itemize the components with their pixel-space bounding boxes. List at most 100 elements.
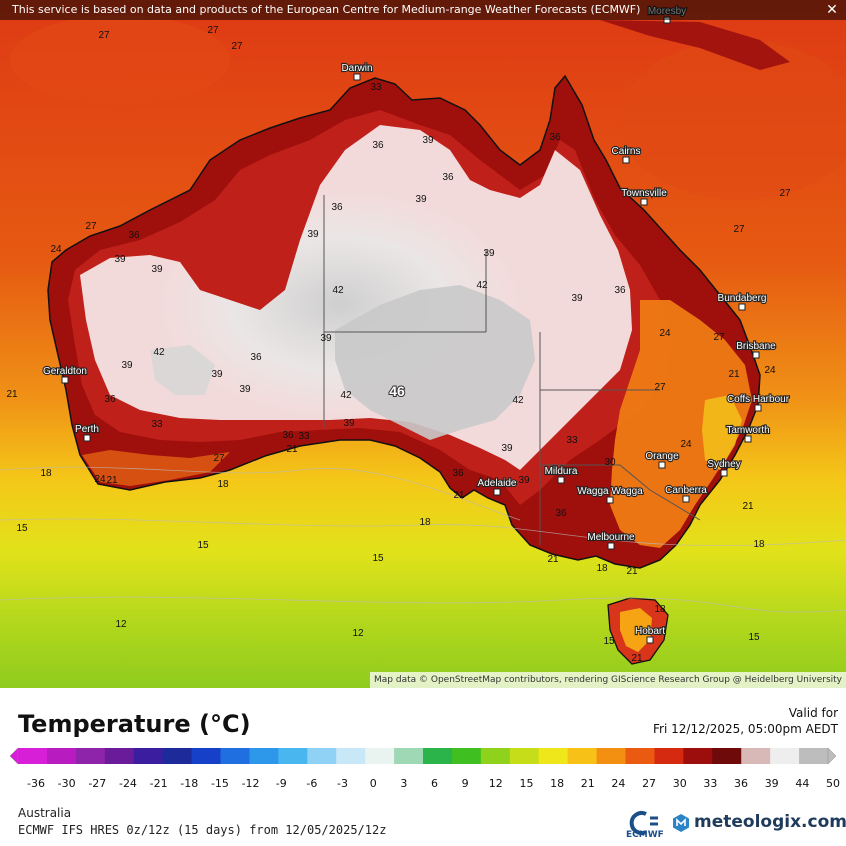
ecmwf-label: ECMWF	[626, 830, 664, 840]
temperature-value: 39	[422, 135, 434, 146]
colorbar-tick-label: 36	[734, 777, 748, 790]
colorbar-tick-label: -15	[211, 777, 229, 790]
colorbar-arrow-left	[9, 747, 19, 765]
temperature-value: 27	[98, 30, 110, 41]
colorbar-tick-label: 12	[489, 777, 503, 790]
temperature-value: 21	[453, 490, 465, 501]
brand-text[interactable]: meteologix.com	[694, 812, 846, 832]
valid-for-label: Valid for	[788, 706, 838, 720]
temperature-value: 36	[549, 132, 561, 143]
temperature-value: 39	[307, 229, 319, 240]
temperature-value: 36	[372, 140, 384, 151]
colorbar-tick-label: -12	[242, 777, 260, 790]
temperature-value: 36	[104, 394, 116, 405]
temperature-labels: 27 27 27 33 36 39 36 39 36 39 36 39 42 42 39 36 27 36 39 39…	[6, 25, 791, 664]
temperature-value: 12	[352, 628, 364, 639]
city-marker	[646, 636, 654, 644]
colorbar-segment	[307, 748, 337, 764]
city-marker	[744, 435, 752, 443]
hot-zone-44	[335, 285, 535, 440]
colorbar-tick-label: 50	[826, 777, 840, 790]
city-label: Perth	[75, 424, 99, 435]
city-label: Orange	[645, 451, 679, 462]
colorbar-tick-label: 24	[611, 777, 625, 790]
temperature-value: 24	[680, 439, 692, 450]
colorbar-segment	[249, 748, 279, 764]
temperature-value: 21	[286, 444, 298, 455]
colorbar-tick-label: 30	[673, 777, 687, 790]
colorbar-tick-label: -6	[306, 777, 317, 790]
colorbar-tick-label: 33	[703, 777, 717, 790]
max-temperature-label: 46	[389, 383, 405, 399]
temperature-value: 27	[733, 224, 745, 235]
colorbar-tick-label: -3	[337, 777, 348, 790]
map-canvas[interactable]: Darwin Cairns Townsville Bundaberg Brisbane C…	[0, 0, 846, 688]
colorbar-tick-label: -21	[150, 777, 168, 790]
colorbar-tick-label: 39	[765, 777, 779, 790]
city-marker	[607, 542, 615, 550]
temperature-value: 39	[211, 369, 223, 380]
cool-zone-tablelands	[702, 395, 742, 470]
temperature-value: 24	[94, 474, 106, 485]
city-marker	[61, 376, 69, 384]
colorbar-segment	[741, 748, 771, 764]
colorbar-tick-label: 27	[642, 777, 656, 790]
meteologix-logo-icon	[673, 814, 689, 832]
temperature-value: 33	[566, 435, 578, 446]
city-label: Mildura	[545, 466, 578, 477]
temperature-value: 36	[250, 352, 262, 363]
city-marker	[353, 73, 361, 81]
temperature-value: 24	[50, 244, 62, 255]
colorbar-segment	[799, 748, 829, 764]
cool-zone-southwest	[82, 450, 230, 486]
hot-zone-44-west	[150, 345, 215, 395]
colorbar-tick-label: 0	[370, 777, 377, 790]
colorbar-tick-label: 9	[462, 777, 469, 790]
color-scale-bar	[9, 747, 837, 765]
temperature-value: 27	[713, 332, 725, 343]
city-marker	[557, 476, 565, 484]
temperature-value: 42	[512, 395, 524, 406]
colorbar-segment	[567, 748, 598, 764]
city-marker	[622, 156, 630, 164]
colorbar-tick-label: -24	[119, 777, 137, 790]
temperature-value: 24	[764, 365, 776, 376]
temperature-value: 42	[332, 285, 344, 296]
temperature-map[interactable]: Darwin Cairns Townsville Bundaberg Brisbane C…	[0, 0, 846, 688]
city-marker	[658, 461, 666, 469]
tasmania-interior	[620, 608, 652, 652]
temperature-value: 21	[6, 389, 18, 400]
temperature-value: 21	[547, 554, 559, 565]
colorbar-tick-label: 15	[519, 777, 533, 790]
brand-link[interactable]: meteologix.com	[674, 812, 846, 832]
colorbar-segment	[683, 748, 713, 764]
temperature-value: 21	[742, 501, 754, 512]
map-attribution[interactable]: Map data © OpenStreetMap contributors, r…	[370, 672, 846, 688]
city-marker	[720, 469, 728, 477]
temperature-value: 33	[298, 431, 310, 442]
city-label: Tamworth	[726, 425, 769, 436]
close-icon[interactable]: ✕	[826, 2, 838, 18]
temperature-value: 33	[151, 419, 163, 430]
temperature-value: 18	[40, 468, 52, 479]
temperature-value: 21	[626, 566, 638, 577]
temperature-value: 21	[106, 475, 118, 486]
temperature-value: 15	[603, 636, 615, 647]
temperature-value: 18	[419, 517, 431, 528]
temperature-value: 39	[151, 264, 163, 275]
temperature-value: 27	[231, 41, 243, 52]
temperature-value: 27	[213, 453, 225, 464]
temperature-value: 15	[372, 553, 384, 564]
temperature-value: 36	[331, 202, 343, 213]
colorbar-segment	[712, 748, 742, 764]
colorbar-tick-label: 3	[400, 777, 407, 790]
colorbar-tick-label: 44	[795, 777, 809, 790]
ecmwf-logo-icon	[629, 811, 658, 835]
colorbar-segment	[394, 748, 424, 764]
temperature-value: 12	[115, 619, 127, 630]
colorbar-segment	[538, 748, 569, 764]
temperature-value: 39	[501, 443, 513, 454]
city-marker	[738, 303, 746, 311]
colorbar-segment	[480, 748, 511, 764]
colorbar-segment	[278, 748, 308, 764]
